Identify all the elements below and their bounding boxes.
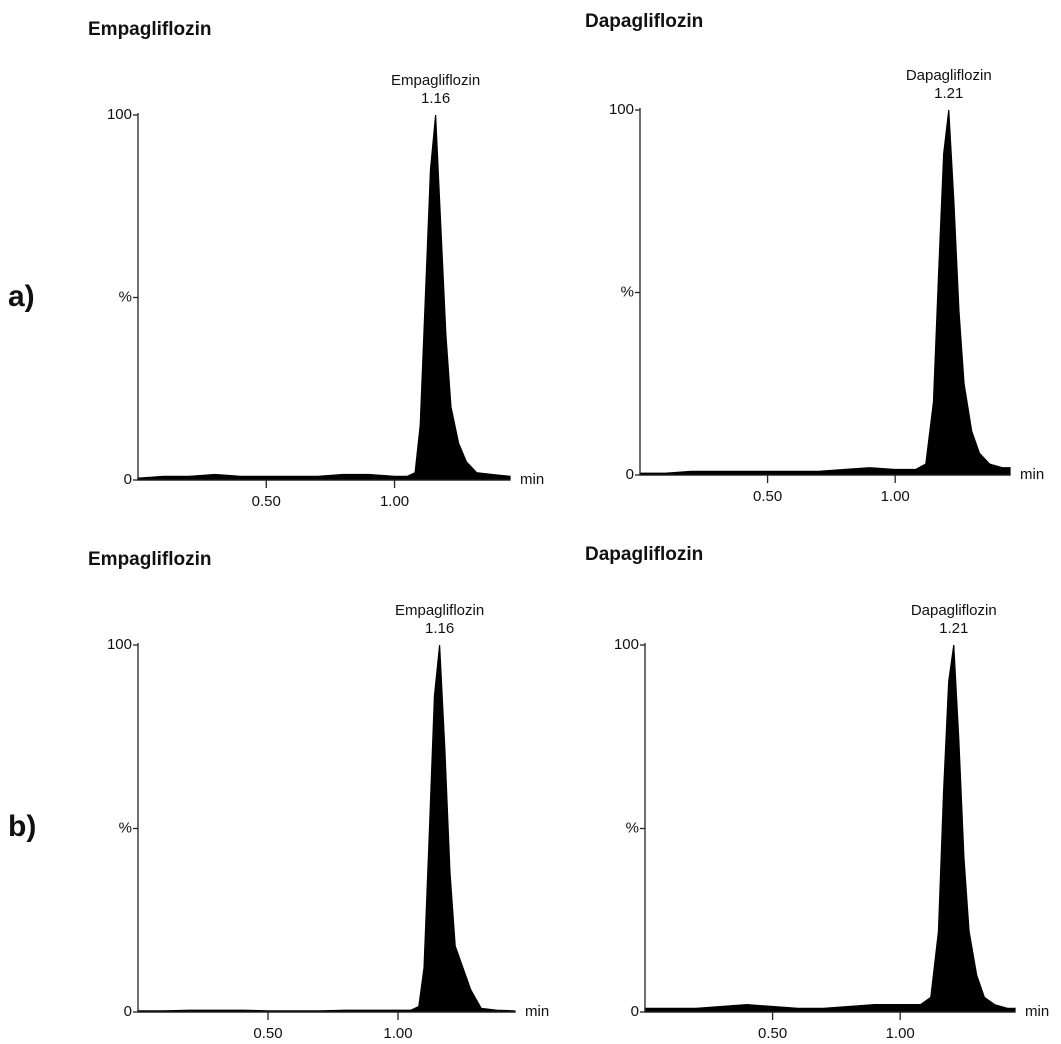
y-tick-label: 100 (107, 636, 132, 653)
x-tick-label: 1.00 (380, 493, 409, 510)
peak-name: Dapagliflozin (906, 67, 992, 84)
x-axis-label: min (520, 471, 544, 488)
x-tick-label: 0.50 (253, 1025, 282, 1042)
peak-name: Empagliflozin (391, 72, 480, 89)
x-tick-label: 1.00 (383, 1025, 412, 1042)
y-tick-label: 100 (609, 101, 634, 118)
peak-name: Empagliflozin (395, 602, 484, 619)
chart-title: Empagliflozin (88, 19, 212, 40)
chromatogram (137, 114, 511, 481)
x-tick-label: 0.50 (758, 1025, 787, 1042)
y-tick-label: 100 (614, 636, 639, 653)
x-tick-label: 1.00 (881, 488, 910, 505)
peak-time: 1.21 (939, 620, 968, 637)
chromatogram (644, 644, 1016, 1013)
x-axis-label: min (525, 1003, 549, 1020)
y-tick-label: 0 (631, 1003, 639, 1020)
x-tick-label: 0.50 (753, 488, 782, 505)
y-tick-label: 0 (626, 466, 634, 483)
row-label: b) (8, 810, 36, 843)
y-tick-label: % (119, 819, 132, 836)
y-tick-label: 0 (124, 471, 132, 488)
peak-time: 1.16 (425, 620, 454, 637)
row-label: a) (8, 280, 35, 313)
chart-title: Dapagliflozin (585, 11, 703, 32)
x-axis-label: min (1025, 1003, 1049, 1020)
chromatogram (137, 644, 516, 1013)
peak-time: 1.21 (934, 85, 963, 102)
chromatogram (639, 109, 1011, 476)
y-tick-label: 100 (107, 106, 132, 123)
chart-title: Dapagliflozin (585, 544, 703, 565)
y-tick-label: % (621, 283, 634, 300)
y-tick-label: 0 (124, 1003, 132, 1020)
x-tick-label: 1.00 (886, 1025, 915, 1042)
peak-time: 1.16 (421, 90, 450, 107)
peak-name: Dapagliflozin (911, 602, 997, 619)
y-tick-label: % (626, 819, 639, 836)
chart-title: Empagliflozin (88, 549, 212, 570)
x-tick-label: 0.50 (252, 493, 281, 510)
y-tick-label: % (119, 288, 132, 305)
x-axis-label: min (1020, 466, 1044, 483)
